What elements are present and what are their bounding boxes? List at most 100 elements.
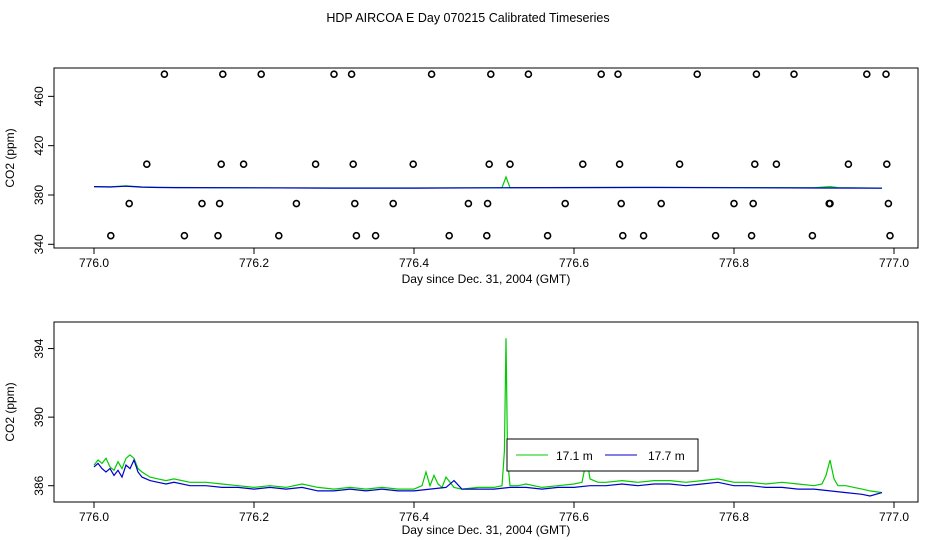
top-x-tick-label: 776.0 [79,256,109,270]
scatter-point [711,231,720,240]
top-y-axis: 340 380 420 460 [32,86,54,254]
scatter-point [657,199,666,208]
scatter-point [486,70,495,78]
top-y-tick-label: 340 [32,234,46,254]
scatter-point [747,231,756,240]
scatter-point [886,231,894,240]
scatter-point [445,231,454,240]
bottom-series-line-17-7-m [93,458,883,497]
scatter-point [371,231,380,240]
scatter-point [349,160,358,168]
scatter-point [615,160,624,168]
top-x-tick-label: 776.2 [239,256,269,270]
scatter-point [311,160,320,168]
bottom-marks [93,338,883,497]
scatter-point [347,70,356,78]
scatter-point [180,231,189,240]
scatter-point [578,160,587,168]
scatter-point [217,160,225,168]
scatter-point [292,199,301,208]
top-x-axis-label: Day since Dec. 31, 2004 (GMT) [402,272,571,286]
scatter-point [219,70,227,78]
scatter-point [107,231,115,240]
scatter-point [257,70,266,78]
scatter-point [808,231,817,240]
scatter-point [693,70,702,78]
top-y-tick-label: 380 [32,185,46,205]
scatter-point [524,70,533,78]
scatter-point [482,231,491,240]
bottom-y-tick-label: 394 [32,338,46,358]
scatter-point [198,199,206,208]
top-x-tick-label: 776.8 [719,256,749,270]
scatter-point [790,70,798,78]
top-panel: 776.0 776.2 776.4 776.6 776.8 777.0 340 380 420… [3,67,919,286]
scatter-point [125,199,133,208]
bottom-x-axis: 776.0 776.2 776.4 776.6 776.8 777.0 [79,502,909,524]
scatter-point [882,70,890,78]
scatter-point [618,231,627,240]
scatter-point [749,199,758,208]
chart-title: HDP AIRCOA E Day 070215 Calibrated Times… [326,11,609,25]
scatter-point [561,199,570,208]
bottom-x-tick-label: 777.0 [879,510,909,524]
bottom-y-axis: 386 390 394 [32,338,54,496]
legend: 17.1 m 17.7 m [506,438,699,472]
scatter-point [639,231,648,240]
scatter-point [730,199,738,208]
top-series-line-17-7-m [93,185,883,189]
scatter-point [409,160,418,168]
top-x-tick-label: 777.0 [879,256,909,270]
top-y-axis-label: CO2 (ppm) [3,128,17,187]
bottom-x-tick-label: 776.0 [79,510,109,524]
legend-label-17-7m: 17.7 m [648,449,685,463]
bottom-series-line-17-1-m [93,338,883,494]
scatter-point [844,160,853,168]
scatter-point [614,70,622,78]
scatter-point [597,70,606,78]
bottom-y-tick-label: 390 [32,407,46,427]
top-series-line-17-1-m [93,175,883,189]
scatter-point [772,160,781,168]
bottom-y-axis-label: CO2 (ppm) [3,382,17,441]
scatter-point [352,231,361,240]
bottom-panel: 776.0 776.2 776.4 776.6 776.8 777.0 386 390 394… [3,321,919,537]
scatter-point [826,199,834,208]
scatter-point [543,231,552,240]
scatter-point [506,160,514,168]
scatter-point [330,70,338,78]
bottom-x-axis-label: Day since Dec. 31, 2004 (GMT) [402,523,571,537]
top-x-tick-label: 776.4 [399,256,429,270]
scatter-point [617,199,626,208]
scatter-point [750,160,759,168]
bottom-x-tick-label: 776.4 [399,510,429,524]
scatter-point [215,199,224,208]
scatter-point [214,231,222,240]
top-x-axis: 776.0 776.2 776.4 776.6 776.8 777.0 [79,248,909,270]
scatter-point [427,70,436,78]
scatter-point [752,70,761,78]
scatter-point [274,231,283,240]
scatter-point [389,199,398,208]
top-y-tick-label: 420 [32,135,46,155]
scatter-point [350,199,359,208]
scatter-point [160,70,169,78]
scatter-point [483,199,492,208]
bottom-plot-frame [53,321,919,503]
top-plot-frame [53,67,919,249]
scatter-point [882,160,891,168]
scatter-point [862,70,871,78]
bottom-x-tick-label: 776.2 [239,510,269,524]
scatter-point [464,199,473,208]
top-x-tick-label: 776.6 [559,256,589,270]
scatter-point [675,160,684,168]
scatter-point [884,199,893,208]
legend-label-17-1m: 17.1 m [556,449,593,463]
top-y-tick-label: 460 [32,86,46,106]
bottom-x-tick-label: 776.8 [719,510,749,524]
scatter-point [143,160,151,168]
bottom-y-tick-label: 386 [32,475,46,495]
scatter-point [485,160,494,168]
bottom-x-tick-label: 776.6 [559,510,589,524]
